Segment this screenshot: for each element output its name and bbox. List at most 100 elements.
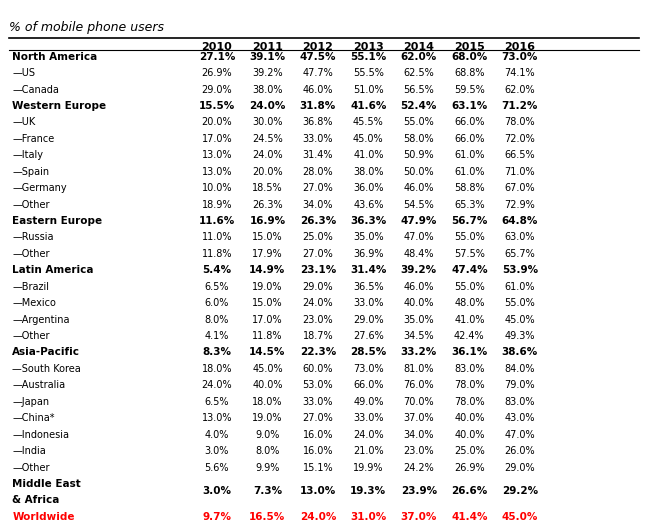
Text: 53.0%: 53.0% bbox=[302, 380, 333, 391]
Text: 54.5%: 54.5% bbox=[404, 200, 434, 210]
Text: 27.0%: 27.0% bbox=[302, 249, 333, 259]
Text: Asia-Pacific: Asia-Pacific bbox=[12, 347, 81, 357]
Text: 47.9%: 47.9% bbox=[400, 216, 437, 226]
Text: 2015: 2015 bbox=[454, 42, 485, 52]
Text: 43.0%: 43.0% bbox=[504, 413, 535, 423]
Text: 24.0%: 24.0% bbox=[249, 101, 285, 111]
Text: 55.0%: 55.0% bbox=[454, 232, 485, 242]
Text: 16.0%: 16.0% bbox=[303, 430, 333, 439]
Text: 15.0%: 15.0% bbox=[252, 232, 283, 242]
Text: 24.0%: 24.0% bbox=[202, 380, 232, 391]
Text: 33.0%: 33.0% bbox=[353, 298, 384, 308]
Text: 17.9%: 17.9% bbox=[252, 249, 283, 259]
Text: 8.0%: 8.0% bbox=[205, 315, 229, 324]
Text: 45.0%: 45.0% bbox=[502, 512, 538, 520]
Text: 26.0%: 26.0% bbox=[504, 446, 535, 456]
Text: —India: —India bbox=[12, 446, 46, 456]
Text: 50.0%: 50.0% bbox=[404, 167, 434, 177]
Text: 23.0%: 23.0% bbox=[302, 315, 333, 324]
Text: 16.0%: 16.0% bbox=[303, 446, 333, 456]
Text: 73.0%: 73.0% bbox=[502, 51, 538, 62]
Text: 7.3%: 7.3% bbox=[253, 486, 282, 497]
Text: 24.2%: 24.2% bbox=[404, 462, 434, 473]
Text: 10.0%: 10.0% bbox=[202, 183, 232, 193]
Text: 19.9%: 19.9% bbox=[353, 462, 384, 473]
Text: 47.7%: 47.7% bbox=[302, 68, 333, 78]
Text: 9.7%: 9.7% bbox=[202, 512, 231, 520]
Text: 29.2%: 29.2% bbox=[502, 486, 538, 497]
Text: 81.0%: 81.0% bbox=[404, 364, 434, 374]
Text: 42.4%: 42.4% bbox=[454, 331, 485, 341]
Text: 65.7%: 65.7% bbox=[504, 249, 535, 259]
Text: 2012: 2012 bbox=[302, 42, 333, 52]
Text: 19.3%: 19.3% bbox=[350, 486, 387, 497]
Text: 26.3%: 26.3% bbox=[252, 200, 283, 210]
Text: 66.5%: 66.5% bbox=[504, 150, 535, 160]
Text: 24.5%: 24.5% bbox=[252, 134, 283, 144]
Text: 74.1%: 74.1% bbox=[504, 68, 535, 78]
Text: 13.0%: 13.0% bbox=[300, 486, 336, 497]
Text: & Africa: & Africa bbox=[12, 496, 60, 505]
Text: 8.0%: 8.0% bbox=[255, 446, 280, 456]
Text: 6.0%: 6.0% bbox=[205, 298, 229, 308]
Text: Eastern Europe: Eastern Europe bbox=[12, 216, 103, 226]
Text: 45.5%: 45.5% bbox=[353, 118, 384, 127]
Text: % of mobile phone users: % of mobile phone users bbox=[9, 21, 164, 34]
Text: 2016: 2016 bbox=[504, 42, 536, 52]
Text: 27.0%: 27.0% bbox=[302, 183, 333, 193]
Text: —Australia: —Australia bbox=[12, 380, 66, 391]
Text: —Japan: —Japan bbox=[12, 397, 49, 407]
Text: 37.0%: 37.0% bbox=[400, 512, 437, 520]
Text: 28.0%: 28.0% bbox=[302, 167, 333, 177]
Text: 73.0%: 73.0% bbox=[353, 364, 384, 374]
Text: 62.0%: 62.0% bbox=[400, 51, 437, 62]
Text: —France: —France bbox=[12, 134, 55, 144]
Text: 71.2%: 71.2% bbox=[502, 101, 538, 111]
Text: 15.5%: 15.5% bbox=[199, 101, 235, 111]
Text: 34.0%: 34.0% bbox=[303, 200, 333, 210]
Text: 18.9%: 18.9% bbox=[202, 200, 232, 210]
Text: 59.5%: 59.5% bbox=[454, 85, 485, 95]
Text: 18.7%: 18.7% bbox=[302, 331, 333, 341]
Text: 23.9%: 23.9% bbox=[401, 486, 437, 497]
Text: 36.0%: 36.0% bbox=[353, 183, 384, 193]
Text: 56.5%: 56.5% bbox=[404, 85, 434, 95]
Text: 55.1%: 55.1% bbox=[350, 51, 387, 62]
Text: 39.2%: 39.2% bbox=[401, 265, 437, 275]
Text: 58.8%: 58.8% bbox=[454, 183, 485, 193]
Text: 36.1%: 36.1% bbox=[451, 347, 488, 357]
Text: 34.0%: 34.0% bbox=[404, 430, 434, 439]
Text: 78.0%: 78.0% bbox=[454, 397, 485, 407]
Text: 2010: 2010 bbox=[202, 42, 232, 52]
Text: 24.0%: 24.0% bbox=[302, 298, 333, 308]
Text: 46.0%: 46.0% bbox=[303, 85, 333, 95]
Text: 55.0%: 55.0% bbox=[504, 298, 535, 308]
Text: 61.0%: 61.0% bbox=[454, 167, 485, 177]
Text: 50.9%: 50.9% bbox=[404, 150, 434, 160]
Text: 46.0%: 46.0% bbox=[404, 183, 434, 193]
Text: 84.0%: 84.0% bbox=[504, 364, 535, 374]
Text: 37.0%: 37.0% bbox=[404, 413, 434, 423]
Text: Middle East: Middle East bbox=[12, 479, 81, 489]
Text: 2011: 2011 bbox=[252, 42, 283, 52]
Text: 57.5%: 57.5% bbox=[454, 249, 485, 259]
Text: 39.2%: 39.2% bbox=[252, 68, 283, 78]
Text: 17.0%: 17.0% bbox=[202, 134, 232, 144]
Text: —Mexico: —Mexico bbox=[12, 298, 57, 308]
Text: 53.9%: 53.9% bbox=[502, 265, 538, 275]
Text: 41.4%: 41.4% bbox=[451, 512, 488, 520]
Text: 40.0%: 40.0% bbox=[454, 430, 485, 439]
Text: 27.0%: 27.0% bbox=[302, 413, 333, 423]
Text: 26.6%: 26.6% bbox=[451, 486, 488, 497]
Text: 24.0%: 24.0% bbox=[353, 430, 384, 439]
Text: 40.0%: 40.0% bbox=[454, 413, 485, 423]
Text: 35.0%: 35.0% bbox=[404, 315, 434, 324]
Text: 8.3%: 8.3% bbox=[202, 347, 231, 357]
Text: 41.6%: 41.6% bbox=[350, 101, 387, 111]
Text: 49.0%: 49.0% bbox=[353, 397, 384, 407]
Text: —Indonesia: —Indonesia bbox=[12, 430, 70, 439]
Text: 56.7%: 56.7% bbox=[451, 216, 488, 226]
Text: 68.8%: 68.8% bbox=[454, 68, 485, 78]
Text: —UK: —UK bbox=[12, 118, 36, 127]
Text: Latin America: Latin America bbox=[12, 265, 94, 275]
